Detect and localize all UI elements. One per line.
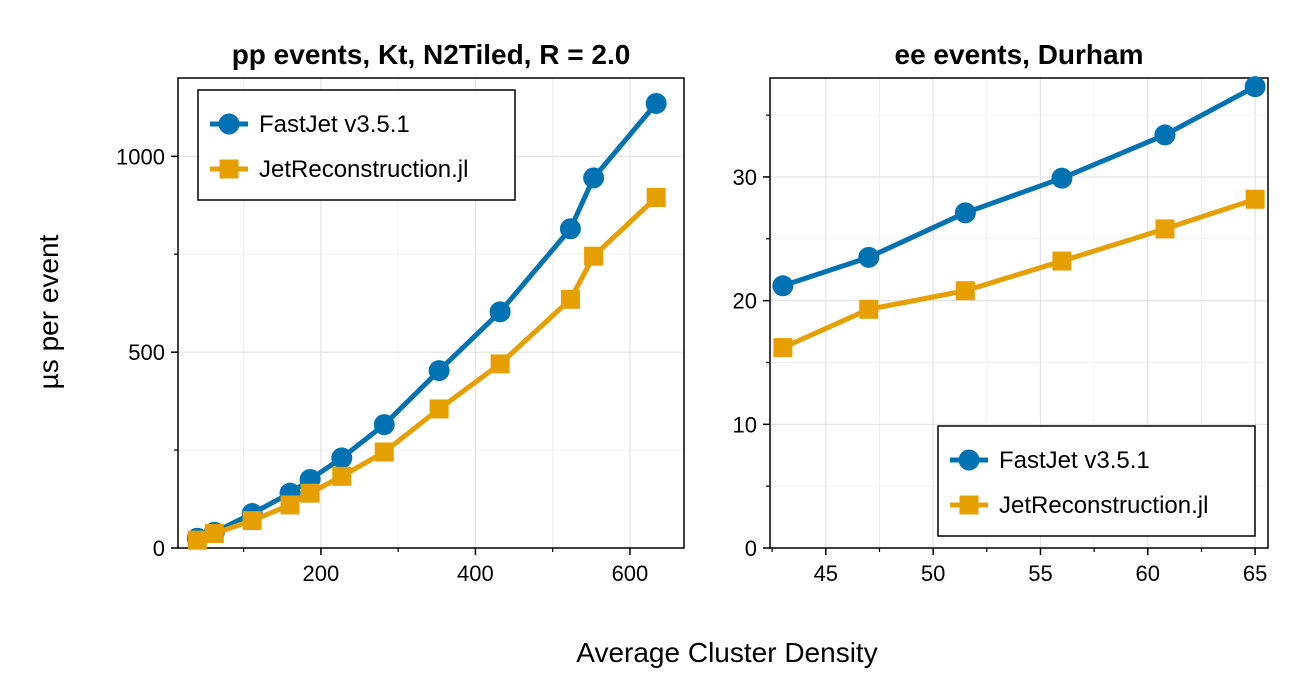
data-point [1051, 167, 1073, 189]
legend-entry: JetReconstruction.jl [950, 492, 1208, 519]
x-tick-label: 55 [1028, 561, 1052, 586]
legend-label: JetReconstruction.jl [259, 156, 468, 183]
y-tick-label: 500 [128, 340, 165, 365]
data-point [859, 299, 879, 319]
legend-entry: JetReconstruction.jl [210, 156, 468, 183]
legend: FastJet v3.5.1 JetReconstruction.jl [197, 89, 516, 201]
legend-marker [958, 449, 980, 471]
y-axis-label: µs per event [33, 234, 64, 389]
x-tick-label: 50 [921, 561, 945, 586]
data-point [772, 275, 794, 297]
data-point [332, 466, 352, 486]
data-point [1052, 251, 1072, 271]
data-point [559, 218, 581, 240]
legend-box [937, 425, 1256, 537]
y-tick-label: 1000 [116, 144, 165, 169]
plot-frame [177, 77, 685, 549]
chart-title: pp events, Kt, N2Tiled, R = 2.0 [232, 39, 631, 70]
data-point [204, 524, 224, 544]
legend-entry: FastJet v3.5.1 [950, 447, 1150, 474]
data-point [954, 202, 976, 224]
legend-label: FastJet v3.5.1 [999, 447, 1150, 474]
plot-frame [769, 77, 1269, 549]
legend-label: JetReconstruction.jl [999, 492, 1208, 519]
data-point [1244, 76, 1266, 98]
x-tick-label: 45 [814, 561, 838, 586]
x-tick-label: 200 [303, 561, 340, 586]
series-line-1 [782, 84, 1257, 289]
data-point [373, 414, 395, 436]
data-point [560, 289, 580, 309]
chart-title: ee events, Durham [895, 39, 1144, 70]
data-point [331, 447, 353, 469]
legend-box [197, 89, 516, 201]
data-point [646, 187, 666, 207]
chart-panel-1: 200 400 600 0 500 1000 pp events, Kt, N2Tiled,… [116, 39, 685, 586]
x-tick-label: 400 [457, 561, 494, 586]
legend-label: FastJet v3.5.1 [259, 111, 410, 138]
data-point [1154, 124, 1176, 146]
legend-marker [219, 159, 239, 179]
x-axis-label: Average Cluster Density [576, 637, 877, 668]
data-point [583, 167, 605, 189]
data-point [374, 442, 394, 462]
series-line-2 [781, 196, 1256, 350]
legend-entry: FastJet v3.5.1 [210, 111, 410, 138]
legend-marker [218, 113, 240, 135]
data-point [584, 246, 604, 266]
x-tick-label: 600 [612, 561, 649, 586]
y-tick-label: 10 [733, 412, 757, 437]
x-tick-label: 60 [1136, 561, 1160, 586]
data-point [645, 92, 667, 114]
chart-panel-2: 45 50 55 60 65 0 10 20 30 ee events, Durham FastJe… [733, 39, 1269, 586]
y-tick-label: 30 [733, 165, 757, 190]
y-tick-label: 0 [745, 536, 757, 561]
data-point [490, 354, 510, 374]
data-point [242, 511, 262, 531]
data-point [187, 530, 207, 550]
data-point [489, 301, 511, 323]
data-point [1245, 189, 1265, 209]
data-point [300, 483, 320, 503]
y-tick-label: 20 [733, 289, 757, 314]
data-point [429, 399, 449, 419]
data-point [955, 281, 975, 301]
data-point [428, 360, 450, 382]
data-point [773, 338, 793, 358]
data-point [858, 246, 880, 268]
y-tick-label: 0 [153, 536, 165, 561]
x-tick-label: 65 [1243, 561, 1267, 586]
legend: FastJet v3.5.1 JetReconstruction.jl [937, 425, 1256, 537]
data-point [1155, 219, 1175, 239]
data-point [280, 495, 300, 515]
legend-marker [959, 495, 979, 515]
